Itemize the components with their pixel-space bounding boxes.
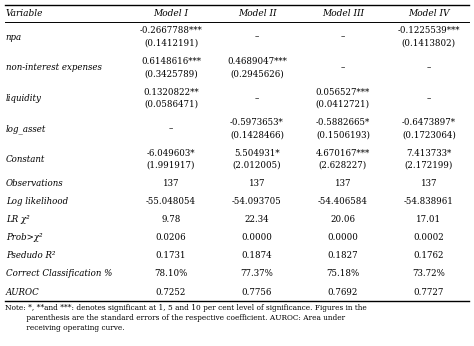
Text: Prob>χ²: Prob>χ² — [6, 233, 42, 242]
Text: 0.0000: 0.0000 — [328, 233, 358, 242]
Text: 0.1874: 0.1874 — [242, 252, 272, 261]
Text: -54.406584: -54.406584 — [318, 197, 368, 206]
Text: –: – — [341, 33, 345, 42]
Text: 0.0206: 0.0206 — [156, 233, 186, 242]
Text: –: – — [255, 94, 259, 103]
Text: (0.0412721): (0.0412721) — [316, 100, 370, 109]
Text: 137: 137 — [249, 179, 265, 188]
Text: Model II: Model II — [238, 9, 276, 18]
Text: Log likelihood: Log likelihood — [6, 197, 68, 206]
Text: (0.2945626): (0.2945626) — [230, 69, 284, 78]
Text: –: – — [169, 124, 173, 133]
Text: -0.5882665*: -0.5882665* — [316, 118, 370, 127]
Text: 0.7756: 0.7756 — [242, 288, 272, 297]
Text: 9.78: 9.78 — [161, 215, 181, 224]
Text: 0.1827: 0.1827 — [328, 252, 358, 261]
Text: liquidity: liquidity — [6, 94, 42, 103]
Text: 0.0000: 0.0000 — [242, 233, 273, 242]
Text: 73.72%: 73.72% — [412, 270, 445, 279]
Text: 75.18%: 75.18% — [326, 270, 360, 279]
Text: 0.0002: 0.0002 — [413, 233, 444, 242]
Text: (0.1428466): (0.1428466) — [230, 130, 284, 139]
Text: Observations: Observations — [6, 179, 64, 188]
Text: 5.504931*: 5.504931* — [234, 149, 280, 158]
Text: (2.172199): (2.172199) — [405, 161, 453, 170]
Text: -0.1225539***: -0.1225539*** — [398, 26, 460, 35]
Text: Model III: Model III — [322, 9, 364, 18]
Text: Correct Classification %: Correct Classification % — [6, 270, 112, 279]
Text: –: – — [255, 33, 259, 42]
Text: 0.1320822**: 0.1320822** — [143, 88, 199, 97]
Text: 20.06: 20.06 — [330, 215, 356, 224]
Text: 0.4689047***: 0.4689047*** — [227, 57, 287, 66]
Text: LR χ²: LR χ² — [6, 215, 29, 224]
Text: npa: npa — [6, 33, 22, 42]
Text: (0.1723064): (0.1723064) — [402, 130, 456, 139]
Text: receiving operating curve.: receiving operating curve. — [5, 324, 124, 332]
Text: Variable: Variable — [6, 9, 43, 18]
Text: -54.838961: -54.838961 — [404, 197, 454, 206]
Text: 0.7692: 0.7692 — [328, 288, 358, 297]
Text: 0.1762: 0.1762 — [414, 252, 444, 261]
Text: 4.670167***: 4.670167*** — [316, 149, 370, 158]
Text: 17.01: 17.01 — [416, 215, 441, 224]
Text: Model I: Model I — [154, 9, 189, 18]
Text: -6.049603*: -6.049603* — [147, 149, 195, 158]
Text: 22.34: 22.34 — [245, 215, 269, 224]
Text: –: – — [341, 63, 345, 72]
Text: Constant: Constant — [6, 155, 45, 164]
Text: (0.1413802): (0.1413802) — [402, 39, 456, 48]
Text: -0.2667788***: -0.2667788*** — [140, 26, 202, 35]
Text: 0.7727: 0.7727 — [414, 288, 444, 297]
Text: Model IV: Model IV — [408, 9, 450, 18]
Text: 137: 137 — [335, 179, 351, 188]
Text: non-interest expenses: non-interest expenses — [6, 63, 101, 72]
Text: (2.012005): (2.012005) — [233, 161, 281, 170]
Text: log_asset: log_asset — [6, 124, 46, 134]
Text: -0.5973653*: -0.5973653* — [230, 118, 284, 127]
Text: -55.048054: -55.048054 — [146, 197, 196, 206]
Text: 137: 137 — [163, 179, 179, 188]
Text: –: – — [427, 63, 431, 72]
Text: -54.093705: -54.093705 — [232, 197, 282, 206]
Text: 0.7252: 0.7252 — [156, 288, 186, 297]
Text: parenthesis are the standard errors of the respective coefficient. AUROC: Area u: parenthesis are the standard errors of t… — [5, 314, 345, 322]
Text: –: – — [427, 94, 431, 103]
Text: (2.628227): (2.628227) — [319, 161, 367, 170]
Text: -0.6473897*: -0.6473897* — [402, 118, 456, 127]
Text: 78.10%: 78.10% — [155, 270, 188, 279]
Text: Note: *, **and ***: denotes significant at 1, 5 and 10 per cent level of signifi: Note: *, **and ***: denotes significant … — [5, 304, 366, 312]
Text: (0.0586471): (0.0586471) — [144, 100, 198, 109]
Text: (1.991917): (1.991917) — [147, 161, 195, 170]
Text: 7.413733*: 7.413733* — [406, 149, 451, 158]
Text: (0.3425789): (0.3425789) — [144, 69, 198, 78]
Text: 0.1731: 0.1731 — [156, 252, 186, 261]
Text: 77.37%: 77.37% — [240, 270, 273, 279]
Text: Psedudo R²: Psedudo R² — [6, 252, 55, 261]
Text: 137: 137 — [420, 179, 437, 188]
Text: (0.1412191): (0.1412191) — [144, 39, 198, 48]
Text: 0.6148616***: 0.6148616*** — [141, 57, 201, 66]
Text: AUROC: AUROC — [6, 288, 39, 297]
Text: (0.1506193): (0.1506193) — [316, 130, 370, 139]
Text: 0.056527***: 0.056527*** — [316, 88, 370, 97]
